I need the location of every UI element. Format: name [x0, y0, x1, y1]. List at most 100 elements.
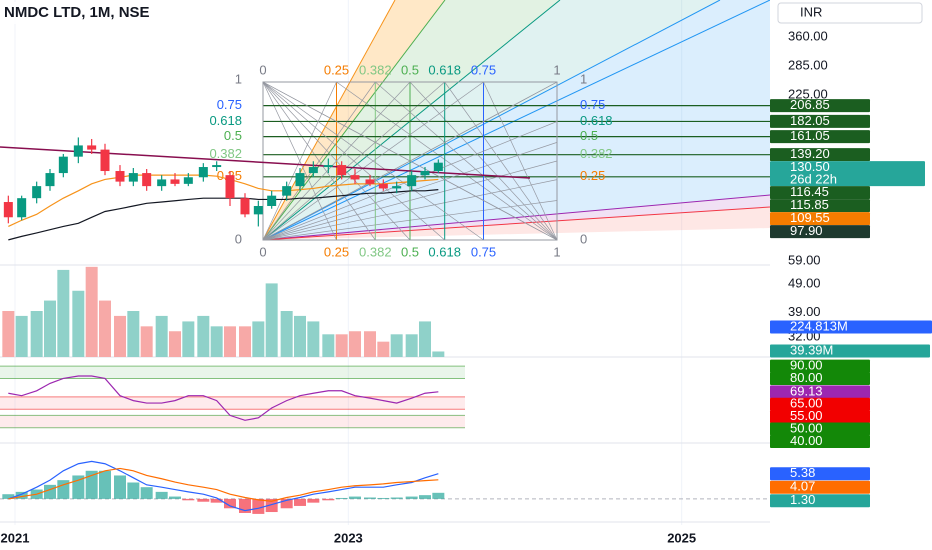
- candle-body: [170, 179, 180, 184]
- macd-histogram: [432, 492, 445, 499]
- gann-fan-line: [262, 206, 771, 241]
- y-tick-label: 360.00: [788, 28, 828, 43]
- macd-histogram: [140, 487, 153, 499]
- axis-tag: [770, 480, 870, 494]
- macd-histogram: [419, 495, 431, 499]
- macd-line: [8, 460, 439, 512]
- volume-bar: [169, 331, 181, 357]
- candle-body: [407, 175, 417, 187]
- gann-fan-line: [262, 0, 561, 241]
- volume-bar: [377, 341, 390, 357]
- gann-bottom-label: 0.618: [428, 244, 461, 259]
- gann-top-label: 0.75: [471, 62, 496, 77]
- candle-body: [100, 149, 110, 172]
- axis-tag: [770, 225, 870, 239]
- candle-body: [32, 186, 42, 199]
- axis-tag-label: 116.45: [790, 184, 829, 199]
- title-bg: [0, 2, 290, 24]
- gann-bottom-label: 0: [259, 244, 266, 259]
- volume-bar: [182, 321, 195, 357]
- macd-histogram: [44, 484, 56, 499]
- volume-bar: [364, 331, 376, 357]
- volume-bar: [390, 334, 403, 357]
- candle-body: [253, 205, 263, 215]
- macd-histogram: [197, 498, 210, 502]
- rsi-band: [0, 415, 465, 428]
- gann-diagonal: [262, 81, 376, 241]
- candle-body: [58, 156, 68, 174]
- gann-top-label: 0.618: [428, 62, 461, 77]
- candle-body: [365, 179, 375, 184]
- axis-tag: [770, 385, 870, 399]
- macd-histogram: [322, 498, 335, 501]
- candle-body: [3, 202, 13, 218]
- gann-right-label: 0.25: [580, 168, 605, 183]
- candle-body: [267, 195, 277, 206]
- volume-bar: [294, 315, 306, 357]
- price-axis: [770, 0, 932, 550]
- gann-right-label: 0.75: [580, 97, 605, 112]
- gann-left-label: 0.618: [209, 113, 242, 128]
- candle-body: [240, 198, 250, 215]
- axis-tag: [770, 130, 870, 144]
- volume-bar: [197, 315, 210, 357]
- volume-bar: [432, 351, 445, 357]
- candle-body: [378, 183, 388, 189]
- volume-bar: [57, 269, 70, 357]
- axis-tag: [770, 199, 870, 213]
- macd-histogram: [294, 498, 306, 506]
- volume-bar: [30, 311, 43, 357]
- axis-tag-label: 182.05: [790, 113, 830, 128]
- volume-bar: [85, 266, 98, 357]
- volume-bar: [335, 334, 348, 357]
- macd-histogram: [182, 498, 195, 501]
- gann-diagonal: [262, 81, 337, 241]
- macd-histogram: [377, 497, 390, 499]
- volume-bar: [72, 290, 85, 357]
- axis-tag: [770, 359, 870, 373]
- volume-bar: [127, 311, 140, 357]
- axis-tag-label: 40.00: [790, 433, 823, 448]
- axis-tag-label: 80.00: [790, 370, 823, 385]
- gann-diagonal: [262, 160, 558, 241]
- axis-tag-label: 109.55: [790, 210, 830, 225]
- volume-bar: [15, 315, 28, 357]
- volume-bar: [155, 315, 168, 357]
- gann-bottom-label: 0.5: [401, 244, 419, 259]
- candle-body: [337, 165, 347, 176]
- macd-histogram: [2, 494, 15, 499]
- axis-tag: [770, 397, 870, 411]
- volume-bar: [349, 331, 361, 357]
- y-tick-label: 225.00: [788, 87, 828, 102]
- gann-right-label: 1: [580, 71, 587, 86]
- gann-diagonal: [375, 81, 558, 241]
- macd-histogram: [405, 496, 418, 499]
- candle-body: [212, 165, 222, 168]
- gann-bottom-label: 0.75: [471, 244, 496, 259]
- volume-bar: [280, 311, 293, 357]
- moving-average: [8, 174, 439, 227]
- gann-diagonal: [262, 81, 411, 241]
- macd-histogram: [335, 497, 348, 499]
- macd-histogram: [57, 480, 70, 499]
- volume-bar: [99, 300, 111, 357]
- gann-diagonal: [262, 81, 445, 241]
- volume-bar: [419, 321, 431, 357]
- axis-tag-label: 69.13: [790, 383, 823, 398]
- axis-tag: [770, 494, 870, 508]
- gann-fan-line: [262, 194, 771, 241]
- candle-body: [198, 167, 208, 178]
- axis-tag-label: 90.00: [790, 358, 823, 373]
- candle-body: [295, 173, 305, 187]
- candle-body: [45, 173, 55, 187]
- macd-histogram: [210, 498, 223, 503]
- axis-tag: [770, 434, 870, 448]
- gann-left-label: 0.75: [217, 97, 242, 112]
- macd-histogram: [15, 491, 28, 499]
- axis-tag: [770, 372, 870, 386]
- candle-body: [183, 177, 193, 184]
- macd-histogram: [252, 498, 265, 514]
- volume-bar: [114, 315, 126, 357]
- currency-box[interactable]: [777, 2, 923, 24]
- volume-bar: [252, 321, 265, 357]
